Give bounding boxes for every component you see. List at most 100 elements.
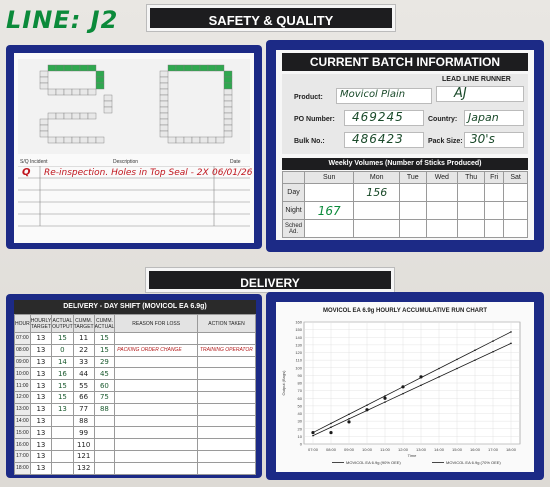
delivery-row: 09:00 13 14 33 29 [14, 355, 256, 369]
product-label: Product: [294, 94, 323, 101]
x-tick-label: 14:00 [434, 447, 445, 452]
day-header-sun: Sun [303, 171, 355, 184]
delivery-cell-action [197, 390, 256, 404]
x-axis-label: Time [408, 453, 418, 458]
safety-cross-cell [39, 70, 49, 78]
delivery-cell-hour: 07:00 [14, 332, 31, 345]
delivery-cell-hour: 18:00 [14, 461, 31, 475]
day-sat [503, 183, 528, 202]
delivery-cell-actual-output: 15 [51, 379, 74, 392]
delivery-cell-cumm-actual: 15 [93, 332, 116, 345]
delivery-cell-hour: 17:00 [14, 449, 31, 463]
y-tick-label: 120 [295, 350, 302, 355]
sched-mon [353, 219, 400, 238]
safety-cross-cell [159, 118, 169, 126]
delivery-cell-reason [114, 367, 198, 381]
y-tick-label: 70 [298, 388, 303, 393]
safety-cross-cell [199, 64, 209, 72]
row-label-day: Day [282, 183, 305, 202]
delivery-table-title: DELIVERY - DAY SHIFT (MOVICOL EA 6.9g) [14, 300, 256, 314]
series-point-2 [510, 342, 512, 345]
safety-cross-cell [87, 112, 97, 120]
delivery-cell-actual-output: 14 [51, 355, 74, 369]
series-point-1 [510, 331, 512, 333]
delivery-cell-actual-output: 16 [51, 367, 74, 381]
y-tick-label: 30 [298, 419, 303, 424]
delivery-cell-action [197, 449, 256, 463]
safety-cross-cell [47, 136, 57, 144]
pack-label: Pack Size: [428, 138, 463, 145]
day-tue [399, 183, 427, 202]
safety-cross-cell [223, 76, 233, 84]
safety-cross-cell [215, 136, 225, 144]
delivery-row: 07:00 13 15 11 15 [14, 332, 256, 345]
delivery-cell-hourly-target: 13 [29, 426, 53, 440]
sched-sat [503, 219, 528, 238]
series-point-2 [384, 401, 386, 403]
y-tick-label: 100 [295, 365, 302, 370]
safety-cross-cell [47, 88, 57, 96]
actual-point [347, 420, 351, 424]
series-point-2 [348, 418, 350, 420]
y-tick-label: 110 [296, 358, 303, 363]
batch-title: CURRENT BATCH INFORMATION [282, 53, 528, 71]
delivery-cell-cumm-target: 121 [72, 449, 95, 463]
sched-sun [303, 219, 355, 238]
safety-quality-header: SAFETY & QUALITY [146, 4, 396, 32]
series-line-1 [312, 331, 512, 433]
safety-cross-cell [159, 130, 169, 138]
delivery-header: DELIVERY [145, 267, 395, 293]
delivery-cell-reason [114, 332, 198, 345]
delivery-cell-hour: 08:00 [14, 343, 31, 357]
delivery-cell-actual-output: 15 [51, 332, 74, 345]
country-box [464, 110, 524, 126]
x-tick-label: 10:00 [362, 447, 373, 452]
safety-cross-cell [71, 64, 81, 72]
day-header-mon: Mon [353, 171, 400, 184]
safety-cross-cell [79, 64, 89, 72]
safety-cross-cell [207, 136, 217, 144]
delivery-cell-action [197, 414, 256, 428]
safety-cross-cell [55, 88, 65, 96]
delivery-cell-cumm-actual: 75 [93, 390, 116, 404]
safety-cross-cell [183, 136, 193, 144]
y-tick-label: 160 [295, 320, 302, 325]
delivery-cell-reason [114, 379, 198, 392]
delivery-cell-hourly-target: 13 [29, 343, 53, 357]
delivery-row: 14:00 13 88 [14, 414, 256, 428]
safety-cross-cell [63, 64, 73, 72]
delivery-cell-hourly-target: 13 [29, 449, 53, 463]
delivery-cell-hourly-target: 13 [29, 332, 53, 345]
safety-cross-cell [223, 94, 233, 102]
delivery-cell-reason [114, 449, 198, 463]
delivery-cell-cumm-actual [93, 438, 116, 451]
delivery-cell-hourly-target: 13 [29, 390, 53, 404]
delivery-cell-hour: 13:00 [14, 402, 31, 416]
delivery-cell-action: TRAINING OPERATOR [197, 343, 256, 357]
safety-cross-cell [159, 100, 169, 108]
night-fri [484, 201, 505, 220]
day-fri [484, 183, 505, 202]
delivery-panel: DELIVERY - DAY SHIFT (MOVICOL EA 6.9g) H… [6, 294, 262, 478]
x-tick-label: 09:00 [344, 447, 355, 452]
y-tick-label: 140 [295, 335, 302, 340]
legend-label-2: MOVICOL EA 6.9g (70% OEE) [446, 460, 501, 465]
y-tick-label: 150 [295, 327, 302, 332]
delivery-cell-action [197, 461, 256, 475]
safety-cross-cell [79, 88, 89, 96]
delivery-row: 17:00 13 121 [14, 449, 256, 463]
series-point-1 [384, 395, 386, 397]
sq-table-header: S/Q Incident Description Date [18, 157, 250, 167]
col-actual-output: ACTUAL OUTPUT [51, 314, 74, 333]
night-sat [503, 201, 528, 220]
weekly-corner [282, 171, 305, 184]
delivery-cell-hour: 14:00 [14, 414, 31, 428]
actual-point [383, 396, 387, 400]
actual-point [311, 430, 315, 435]
line-label: LINE: J2 [6, 6, 119, 34]
safety-cross-cell [79, 136, 89, 144]
delivery-row: 16:00 13 110 [14, 438, 256, 451]
series-point-2 [474, 359, 476, 361]
safety-cross-cell [71, 136, 81, 144]
